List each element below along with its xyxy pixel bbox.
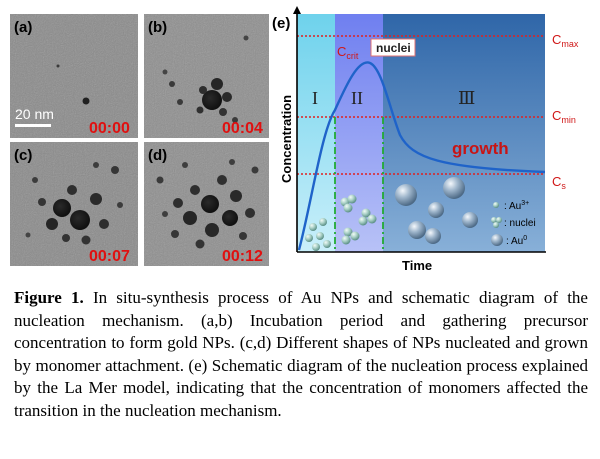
legend-au0-swatch bbox=[491, 234, 503, 246]
tem-panel-b: (b) 00:04 bbox=[144, 14, 269, 138]
region-1-background bbox=[297, 14, 335, 252]
legend-nuclei-label: : nuclei bbox=[504, 218, 536, 229]
legend-au3-label: : Au3+ bbox=[504, 200, 529, 212]
cmin-label: Cmin bbox=[552, 108, 576, 125]
caption-label: Figure 1. bbox=[14, 288, 84, 307]
cmax-label: Cmax bbox=[552, 32, 579, 49]
caption-text: In situ-synthesis process of Au NPs and … bbox=[14, 288, 588, 420]
nuclei-callout-box bbox=[370, 38, 416, 57]
la-mer-diagram: (e) I II Ⅲ Cmax Cmin Cs Ccrit nuclei gro… bbox=[272, 6, 579, 273]
region-2-label: II bbox=[351, 88, 363, 108]
nuclei-callout: nuclei bbox=[376, 41, 411, 55]
panel-label-c: (c) bbox=[14, 147, 32, 164]
tem-panel-c: (c) 00:07 bbox=[10, 142, 138, 266]
scale-bar-label: 20 nm bbox=[15, 106, 54, 122]
legend-au3-swatch bbox=[493, 202, 499, 208]
region-3-label: Ⅲ bbox=[458, 88, 475, 108]
au0-particles bbox=[395, 177, 478, 244]
cs-label: Cs bbox=[552, 174, 566, 191]
scale-bar bbox=[15, 124, 51, 127]
region-1-label: I bbox=[312, 88, 318, 108]
figure-1: (a) 20 nm 00:00 (b) 00:04 bbox=[10, 6, 579, 273]
panel-label-d: (d) bbox=[148, 147, 167, 164]
timestamp-a: 00:00 bbox=[89, 120, 130, 137]
nuclei-cluster bbox=[340, 194, 377, 245]
figure-caption: Figure 1. In situ-synthesis process of A… bbox=[14, 287, 588, 422]
timestamp-d: 00:12 bbox=[222, 248, 263, 265]
y-axis-arrow bbox=[293, 6, 301, 14]
ccrit-label: Ccrit bbox=[337, 44, 359, 61]
timestamp-b: 00:04 bbox=[222, 120, 263, 137]
panel-label-a: (a) bbox=[14, 19, 32, 36]
legend: : Au3+ : nuclei : Au0 bbox=[491, 200, 536, 247]
tem-panel-d: (d) 00:12 bbox=[144, 142, 269, 266]
growth-label: growth bbox=[452, 139, 509, 158]
concentration-curve bbox=[297, 61, 546, 251]
tem-panel-a: (a) 20 nm 00:00 bbox=[10, 14, 138, 138]
legend-au0-label: : Au0 bbox=[506, 235, 527, 247]
au3-ions-cluster bbox=[305, 218, 331, 251]
panel-label-e: (e) bbox=[272, 15, 290, 32]
timestamp-c: 00:07 bbox=[89, 248, 130, 265]
x-axis-title: Time bbox=[402, 258, 432, 273]
legend-nuclei-swatch bbox=[491, 217, 502, 228]
panel-label-b: (b) bbox=[148, 19, 167, 36]
y-axis-title: Concentration bbox=[279, 95, 294, 183]
